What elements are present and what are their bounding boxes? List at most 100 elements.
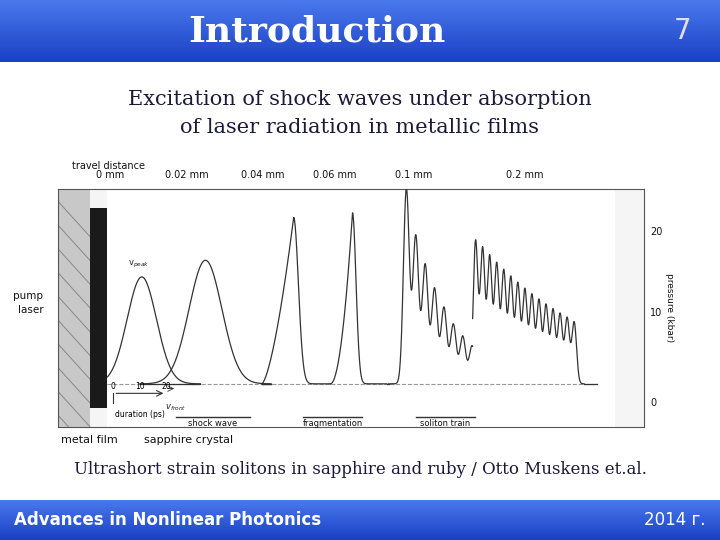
- Bar: [0, 22, 720, 23]
- Bar: [0, 58, 720, 59]
- Bar: [0, 57, 720, 58]
- Text: 20: 20: [161, 382, 171, 391]
- Bar: [0, 60, 720, 61]
- Bar: [0, 56, 720, 57]
- Text: pressure (kbar): pressure (kbar): [665, 273, 674, 342]
- Bar: [0, 523, 720, 524]
- Bar: [0, 61, 720, 62]
- Bar: [0, 23, 720, 24]
- Bar: [0, 45, 720, 46]
- Bar: [0, 50, 720, 51]
- Bar: [0, 17, 720, 18]
- Bar: [0, 21, 720, 22]
- Bar: [0, 10, 720, 11]
- Bar: [0, 517, 720, 518]
- Bar: [0, 513, 720, 514]
- Bar: [0, 29, 720, 30]
- Text: v$_{front}$: v$_{front}$: [166, 403, 186, 413]
- Bar: [0, 8, 720, 9]
- Bar: [58, 189, 90, 427]
- Bar: [0, 0, 720, 1]
- Text: Introduction: Introduction: [188, 14, 446, 48]
- Bar: [0, 36, 720, 37]
- Bar: [0, 516, 720, 517]
- Text: 0.2 mm: 0.2 mm: [505, 170, 543, 180]
- Text: v$_{peak}$: v$_{peak}$: [128, 259, 150, 270]
- Text: Ultrashort strain solitons in sapphire and ruby / Otto Muskens et.al.: Ultrashort strain solitons in sapphire a…: [73, 461, 647, 478]
- Text: metal film: metal film: [61, 435, 118, 445]
- Bar: [0, 49, 720, 50]
- Text: 0: 0: [111, 382, 116, 391]
- Bar: [0, 510, 720, 511]
- Bar: [0, 6, 720, 7]
- Text: 20: 20: [650, 227, 662, 237]
- Bar: [0, 16, 720, 17]
- Bar: [0, 27, 720, 28]
- Bar: [90, 208, 107, 408]
- Text: pump
laser: pump laser: [13, 292, 43, 315]
- Bar: [0, 52, 720, 53]
- Bar: [0, 508, 720, 509]
- Text: sapphire crystal: sapphire crystal: [144, 435, 233, 445]
- Bar: [0, 40, 720, 42]
- Bar: [0, 35, 720, 36]
- Bar: [0, 14, 720, 15]
- Bar: [0, 42, 720, 43]
- Bar: [0, 32, 720, 33]
- Text: 7: 7: [674, 17, 691, 45]
- Bar: [0, 37, 720, 38]
- Text: travel distance: travel distance: [72, 161, 145, 171]
- Text: 10: 10: [650, 308, 662, 318]
- Bar: [0, 525, 720, 526]
- Bar: [0, 51, 720, 52]
- Text: 2014 г.: 2014 г.: [644, 511, 706, 529]
- Text: 10: 10: [135, 382, 145, 391]
- Text: 0: 0: [650, 398, 657, 408]
- Bar: [0, 514, 720, 515]
- Bar: [0, 43, 720, 44]
- Bar: [107, 189, 615, 427]
- Bar: [0, 539, 720, 540]
- Bar: [0, 9, 720, 10]
- Bar: [0, 12, 720, 14]
- Bar: [0, 39, 720, 40]
- Bar: [0, 5, 720, 6]
- Bar: [0, 26, 720, 27]
- Bar: [0, 507, 720, 508]
- Text: Excitation of shock waves under absorption
of laser radiation in metallic films: Excitation of shock waves under absorpti…: [128, 90, 592, 137]
- Bar: [0, 30, 720, 31]
- Bar: [0, 46, 720, 48]
- Bar: [0, 15, 720, 16]
- Bar: [0, 48, 720, 49]
- Bar: [0, 527, 720, 528]
- Bar: [0, 18, 720, 19]
- Bar: [0, 1, 720, 2]
- Bar: [0, 526, 720, 527]
- Bar: [0, 28, 720, 29]
- Bar: [0, 534, 720, 535]
- Text: 0.02 mm: 0.02 mm: [165, 170, 209, 180]
- Bar: [0, 53, 720, 54]
- Bar: [0, 530, 720, 531]
- Bar: [0, 531, 720, 532]
- Bar: [0, 522, 720, 523]
- Bar: [0, 33, 720, 34]
- Bar: [0, 532, 720, 534]
- Bar: [0, 38, 720, 39]
- Text: soliton train: soliton train: [420, 420, 471, 428]
- Bar: [0, 25, 720, 26]
- Text: 0 mm: 0 mm: [96, 170, 125, 180]
- Bar: [0, 59, 720, 60]
- Bar: [0, 536, 720, 537]
- Text: 0.06 mm: 0.06 mm: [313, 170, 356, 180]
- Bar: [0, 509, 720, 510]
- Bar: [0, 3, 720, 4]
- Bar: [0, 44, 720, 45]
- Bar: [0, 4, 720, 5]
- Bar: [0, 528, 720, 529]
- Bar: [0, 515, 720, 516]
- Text: duration (ps): duration (ps): [114, 410, 165, 419]
- Bar: [0, 500, 720, 501]
- Text: fragmentation: fragmentation: [302, 420, 363, 428]
- Bar: [0, 537, 720, 538]
